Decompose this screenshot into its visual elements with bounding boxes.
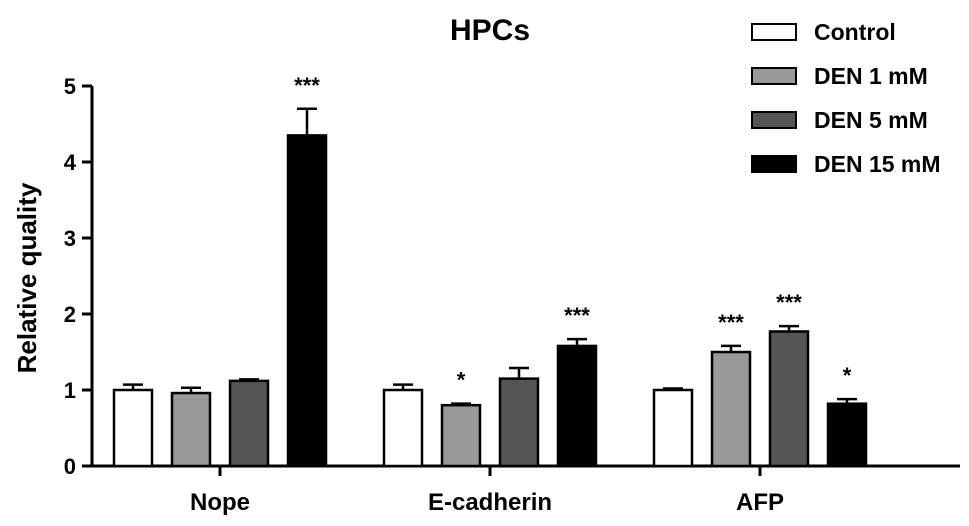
significance-label: ***: [776, 290, 802, 315]
y-tick-label: 1: [64, 378, 76, 403]
y-axis-label: Relative quality: [12, 182, 42, 373]
significance-label: ***: [294, 73, 320, 98]
y-tick-label: 0: [64, 454, 76, 479]
bar: [498, 377, 540, 468]
chart-title: HPCs: [450, 14, 530, 47]
y-tick-label: 4: [64, 150, 77, 175]
legend-swatch: [751, 111, 797, 129]
bar: [382, 388, 424, 468]
bar: [710, 350, 752, 468]
significance-label: *: [843, 363, 852, 388]
bar: [228, 379, 270, 468]
category-label: Nope: [190, 489, 250, 516]
y-tick-label: 2: [64, 302, 76, 327]
legend-swatch: [751, 67, 797, 85]
legend-label: Control: [814, 19, 896, 45]
bar: [440, 403, 482, 468]
bar: [768, 330, 810, 468]
legend-label: DEN 1 mM: [814, 63, 928, 89]
legend: Control DEN 1 mM DEN 5 mM DEN 15 mM: [751, 19, 941, 177]
legend-swatch: [751, 23, 797, 41]
bar: [652, 388, 694, 468]
significance-label: ***: [564, 303, 590, 328]
bar: [826, 402, 868, 468]
bar: [286, 134, 328, 468]
bar: [112, 388, 154, 468]
significance-label: ***: [718, 310, 744, 335]
y-tick-label: 3: [64, 226, 76, 251]
y-tick-label: 5: [64, 74, 76, 99]
significance-label: *: [457, 368, 466, 393]
bar: [170, 391, 212, 468]
category-label: AFP: [736, 489, 784, 516]
legend-label: DEN 5 mM: [814, 107, 928, 133]
category-label: E-cadherin: [428, 489, 552, 516]
bar: [556, 344, 598, 468]
legend-swatch: [751, 155, 797, 173]
legend-label: DEN 15 mM: [814, 151, 941, 177]
